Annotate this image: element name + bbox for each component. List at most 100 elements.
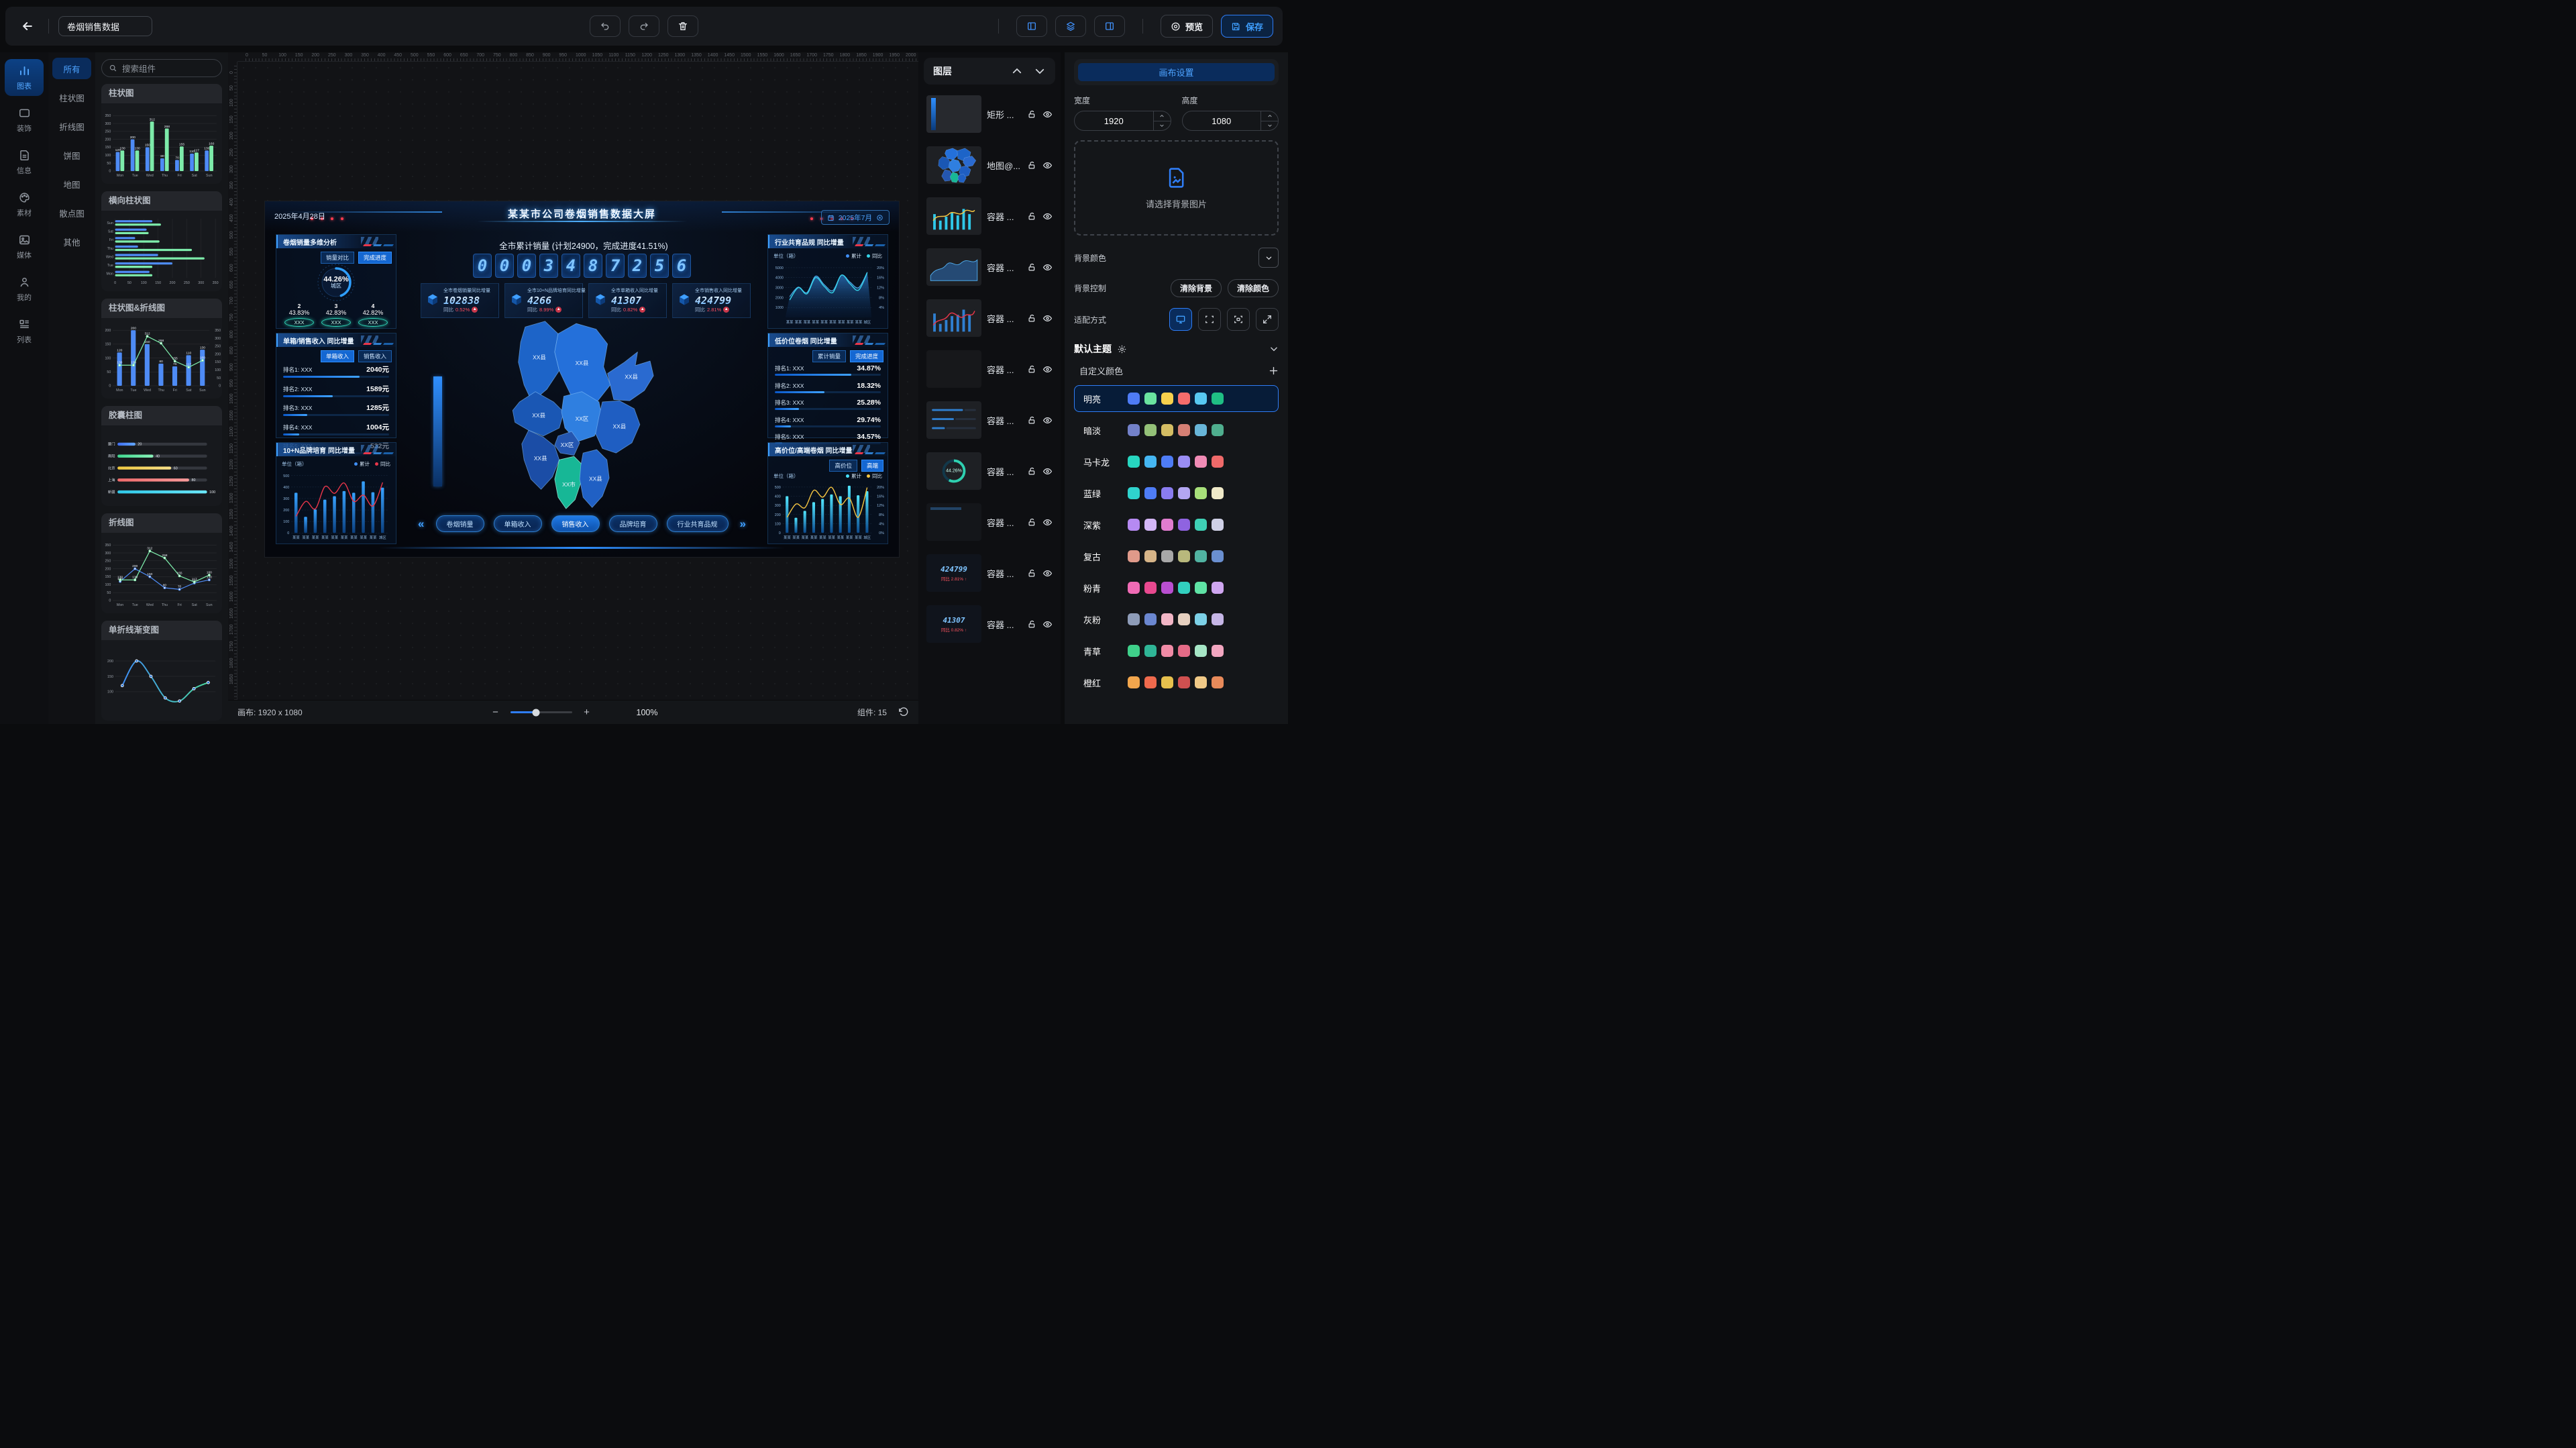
sidebar-rail-item[interactable]: 媒体 xyxy=(5,228,44,265)
panel-brand-cultivation[interactable]: 10+N品牌培育 同比增量 单位（箱） 累计 同比 0 100 200 300 400 50… xyxy=(276,442,396,544)
theme-row[interactable]: 暗淡 xyxy=(1074,417,1279,444)
layer-item[interactable]: 容器 ... xyxy=(924,293,1055,344)
layer-item[interactable]: 44.26% 容器 ... xyxy=(924,446,1055,497)
visibility-eye-icon[interactable] xyxy=(1042,517,1053,527)
visibility-eye-icon[interactable] xyxy=(1042,313,1053,323)
panel-toggle-button[interactable]: 完成进度 xyxy=(358,252,392,264)
nav-prev-arrow[interactable]: « xyxy=(418,517,425,530)
dashboard-nav-button[interactable]: 销售收入 xyxy=(551,515,600,532)
save-button[interactable]: 保存 xyxy=(1220,15,1273,38)
unlock-icon[interactable] xyxy=(1027,568,1037,578)
component-category-tab[interactable]: 地图 xyxy=(63,180,80,190)
visibility-eye-icon[interactable] xyxy=(1042,160,1053,170)
height-steppers[interactable] xyxy=(1260,111,1278,130)
visibility-eye-icon[interactable] xyxy=(1042,466,1053,476)
component-category-tab[interactable]: 折线图 xyxy=(59,122,85,132)
panel-toggle-button[interactable]: 累计销量 xyxy=(812,350,846,362)
unlock-icon[interactable] xyxy=(1027,364,1037,374)
layer-item[interactable]: 地图@... xyxy=(924,140,1055,191)
unlock-icon[interactable] xyxy=(1027,517,1037,527)
layer-item[interactable]: 容器 ... xyxy=(924,497,1055,548)
layer-item[interactable]: 424799 同比 2.81% ↑ 容器 ... xyxy=(924,548,1055,599)
theme-row[interactable]: 马卡龙 xyxy=(1074,448,1279,475)
zoom-out-button[interactable]: − xyxy=(492,707,498,718)
component-category-tab[interactable]: 柱状图 xyxy=(59,93,85,103)
layer-item[interactable]: 容器 ... xyxy=(924,242,1055,293)
layer-item[interactable]: 容器 ... xyxy=(924,344,1055,395)
visibility-eye-icon[interactable] xyxy=(1042,364,1053,374)
region-map[interactable]: XX县 XX县 XX县 XX县 XX区 XX区 XX县 XX县 XX市 XX县 xyxy=(466,317,698,513)
unlock-icon[interactable] xyxy=(1027,466,1037,476)
theme-row[interactable]: 橙红 xyxy=(1074,669,1279,696)
component-category-tab[interactable]: 散点图 xyxy=(59,209,85,219)
back-button[interactable] xyxy=(16,15,39,38)
dashboard-nav-button[interactable]: 卷烟销量 xyxy=(435,515,484,532)
month-filter[interactable]: 2025年7月 xyxy=(820,210,890,225)
sidebar-rail-item[interactable]: 素材 xyxy=(5,186,44,223)
fit-stretch-button[interactable] xyxy=(1256,308,1279,331)
search-input[interactable]: 搜索组件 xyxy=(101,59,222,77)
unlock-icon[interactable] xyxy=(1027,619,1037,629)
clear-background-button[interactable]: 清除背景 xyxy=(1170,278,1222,297)
theme-row[interactable]: 深紫 xyxy=(1074,511,1279,538)
sidebar-rail-item[interactable]: 装饰 xyxy=(5,101,44,138)
unlock-icon[interactable] xyxy=(1027,109,1037,119)
dashboard-nav-button[interactable]: 行业共育品规 xyxy=(666,515,729,532)
sidebar-rail-item[interactable]: 我的 xyxy=(5,270,44,307)
unlock-icon[interactable] xyxy=(1027,211,1037,221)
panel-toggle-button[interactable]: 销售收入 xyxy=(358,350,392,362)
component-card[interactable]: 柱状图 0 50 100 150 200 250 300 350 Mon Tue Wed Thu Fri… xyxy=(101,84,222,184)
panel-income-ranking[interactable]: 单箱/销售收入 同比增量 单箱收入 销售收入 排名1: XXX 2040元 排名2:… xyxy=(276,333,396,454)
layer-item[interactable]: 矩形 ... xyxy=(924,89,1055,140)
theme-row[interactable]: 灰粉 xyxy=(1074,606,1279,633)
unlock-icon[interactable] xyxy=(1027,262,1037,272)
background-image-upload[interactable]: 请选择背景图片 xyxy=(1074,140,1279,236)
component-card[interactable]: 横向柱状图 0 50 100 150 200 250 300 350 Mon Tue Wed Thu F… xyxy=(101,191,222,291)
theme-row[interactable]: 复古 xyxy=(1074,543,1279,570)
visibility-eye-icon[interactable] xyxy=(1042,109,1053,119)
fit-height-button[interactable] xyxy=(1227,308,1250,331)
sidebar-rail-item[interactable]: 图表 xyxy=(5,59,44,96)
nav-next-arrow[interactable]: » xyxy=(739,517,746,530)
delete-button[interactable] xyxy=(667,15,698,37)
height-input[interactable]: 1080 xyxy=(1181,111,1279,131)
panel-toggle-button[interactable]: 高价位 xyxy=(829,460,857,472)
theme-row[interactable]: 明亮 xyxy=(1074,385,1279,412)
canvas-settings-tab[interactable]: 画布设置 xyxy=(1078,63,1275,81)
dashboard-preview[interactable]: 某某市公司卷烟销售数据大屏 2025年4月28日 2025年7月 卷烟销量多维分… xyxy=(265,201,899,557)
bg-color-dropdown[interactable] xyxy=(1258,248,1279,268)
panel-toggle-button[interactable]: 完成进度 xyxy=(849,350,883,362)
panel-toggle-button[interactable]: 单箱收入 xyxy=(320,350,354,362)
component-card[interactable]: 折线图 0 50 100 150 200 250 300 350 Mon Tue Wed Thu Fri… xyxy=(101,513,222,613)
toggle-left-panel-button[interactable] xyxy=(1016,15,1047,37)
clear-color-button[interactable]: 清除颜色 xyxy=(1227,278,1279,297)
visibility-eye-icon[interactable] xyxy=(1042,262,1053,272)
panel-lowprice-ranking[interactable]: 低价位卷烟 同比增量 累计销量 完成进度 排名1: XXX 34.87% 排名2: … xyxy=(767,333,888,444)
panel-multidim-analysis[interactable]: 卷烟销量多维分析 销量对比 完成进度 44.26% 城区 2 43.83% XXX … xyxy=(276,234,396,329)
panel-toggle-button[interactable]: 高端 xyxy=(861,460,883,472)
blue-rectangle-layer[interactable] xyxy=(433,376,442,486)
theme-row[interactable]: 青草 xyxy=(1074,637,1279,664)
component-category-tab[interactable]: 所有 xyxy=(52,58,91,79)
visibility-eye-icon[interactable] xyxy=(1042,211,1053,221)
panel-highend[interactable]: 高价位/高端卷烟 同比增量 高价位 高端 单位（箱） 累计 同比 0 100 200 30… xyxy=(767,442,888,544)
sidebar-rail-item[interactable]: 列表 xyxy=(5,313,44,350)
dashboard-nav-button[interactable]: 品牌培育 xyxy=(608,515,657,532)
panel-toggle-button[interactable]: 销量对比 xyxy=(320,252,354,264)
zoom-in-button[interactable]: + xyxy=(584,707,590,718)
zoom-slider[interactable] xyxy=(510,709,572,716)
theme-row[interactable]: 粉青 xyxy=(1074,574,1279,601)
width-steppers[interactable] xyxy=(1152,111,1171,130)
add-custom-color-icon[interactable] xyxy=(1269,366,1279,376)
theme-row[interactable]: 蓝绿 xyxy=(1074,480,1279,507)
visibility-eye-icon[interactable] xyxy=(1042,619,1053,629)
component-category-tab[interactable]: 其他 xyxy=(63,238,80,248)
visibility-eye-icon[interactable] xyxy=(1042,415,1053,425)
layers-button[interactable] xyxy=(1055,15,1086,37)
unlock-icon[interactable] xyxy=(1027,313,1037,323)
unlock-icon[interactable] xyxy=(1027,160,1037,170)
component-category-tab[interactable]: 饼图 xyxy=(63,151,80,161)
redo-button[interactable] xyxy=(629,15,659,37)
component-card[interactable]: 胶囊柱图 厦门 20 南阳 40 北京 60 上海 80 新疆 100 xyxy=(101,406,222,506)
layer-item[interactable]: 容器 ... xyxy=(924,191,1055,242)
